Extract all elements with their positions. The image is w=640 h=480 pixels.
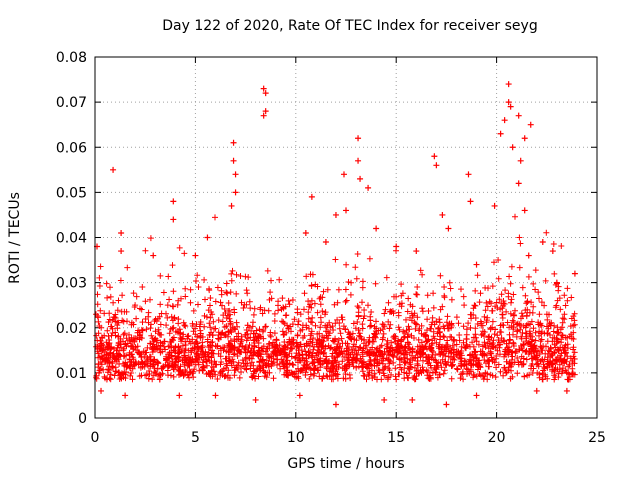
scatter-point — [96, 369, 103, 376]
scatter-point — [465, 171, 472, 178]
scatter-point — [340, 171, 347, 178]
scatter-point — [433, 162, 440, 169]
x-tick-label: 5 — [191, 430, 200, 446]
scatter-point — [232, 189, 239, 196]
scatter-point — [357, 175, 364, 182]
chart-title: Day 122 of 2020, Rate Of TEC Index for r… — [162, 18, 538, 34]
scatter-point — [98, 387, 105, 394]
scatter-point — [515, 112, 522, 119]
x-axis-label: GPS time / hours — [287, 456, 405, 472]
scatter-point — [192, 252, 199, 259]
scatter-point — [118, 248, 125, 255]
x-tick-label: 20 — [488, 430, 506, 446]
scatter-point — [260, 85, 267, 92]
scatter-point — [443, 401, 450, 408]
scatter-point — [393, 243, 400, 250]
scatter-point — [122, 392, 129, 399]
y-tick-label: 0.06 — [56, 140, 87, 156]
scatter-point — [381, 396, 388, 403]
scatter-point — [439, 211, 446, 218]
scatter-point — [262, 90, 269, 97]
scatter-point — [507, 103, 514, 110]
scatter-point — [491, 202, 498, 209]
scatter-point — [176, 392, 183, 399]
scatter-point — [533, 387, 540, 394]
scatter-point — [230, 157, 237, 164]
scatter-point — [302, 229, 309, 236]
y-tick-label: 0.05 — [56, 185, 87, 201]
x-tick-label: 25 — [588, 430, 606, 446]
scatter-point — [525, 252, 532, 259]
scatter-point — [445, 225, 452, 232]
scatter-point — [517, 157, 524, 164]
scatter-point — [467, 198, 474, 205]
scatter-point — [505, 99, 512, 106]
scatter-point — [262, 108, 269, 115]
scatter-point — [118, 229, 125, 236]
y-tick-label: 0.07 — [56, 95, 87, 111]
scatter-point — [296, 392, 303, 399]
scatter-point — [563, 387, 570, 394]
scatter-point — [521, 135, 528, 142]
x-tick-label: 0 — [91, 430, 100, 446]
scatter-point — [150, 252, 157, 259]
scatter-point — [322, 239, 329, 246]
scatter-point — [365, 184, 372, 191]
scatter-point — [332, 401, 339, 408]
y-tick-label: 0.03 — [56, 276, 87, 292]
scatter-point — [252, 396, 259, 403]
scatter-point — [521, 207, 528, 214]
scatter-point — [355, 135, 362, 142]
scatter-point — [497, 130, 504, 137]
scatter-point — [431, 153, 438, 160]
scatter-point — [212, 392, 219, 399]
y-tick-label: 0.04 — [56, 231, 87, 247]
y-tick-label: 0.08 — [56, 50, 87, 66]
scatter-noise-band — [93, 213, 578, 383]
scatter-point — [413, 248, 420, 255]
scatter-point — [539, 239, 546, 246]
y-tick-label: 0.02 — [56, 321, 87, 337]
scatter-point — [204, 234, 211, 241]
scatter-point — [553, 279, 560, 286]
scatter-point — [373, 225, 380, 232]
scatter-point — [110, 166, 117, 173]
scatter-point — [527, 121, 534, 128]
scatter-point — [232, 171, 239, 178]
scatter-point — [170, 216, 177, 223]
y-axis-label: ROTI / TECUs — [7, 192, 23, 284]
scatter-point — [228, 202, 235, 209]
scatter-point — [549, 248, 556, 255]
scatter-point — [501, 117, 508, 124]
scatter-point — [515, 180, 522, 187]
scatter-point — [355, 157, 362, 164]
scatter-point — [260, 112, 267, 119]
scatter-point — [170, 198, 177, 205]
scatter-point — [473, 392, 480, 399]
scatter-point — [505, 81, 512, 88]
scatter-point — [409, 396, 416, 403]
scatter-point — [473, 261, 480, 268]
x-tick-label: 10 — [287, 430, 305, 446]
y-tick-label: 0 — [78, 411, 87, 427]
scatter-point — [332, 211, 339, 218]
scatter-point — [230, 139, 237, 146]
plot-frame — [94, 56, 598, 419]
y-tick-label: 0.01 — [56, 366, 87, 382]
x-tick-label: 15 — [387, 430, 405, 446]
scatter-point — [509, 144, 516, 151]
scatter-point — [571, 270, 578, 277]
scatter-point — [308, 193, 315, 200]
scatter-point — [343, 207, 349, 214]
